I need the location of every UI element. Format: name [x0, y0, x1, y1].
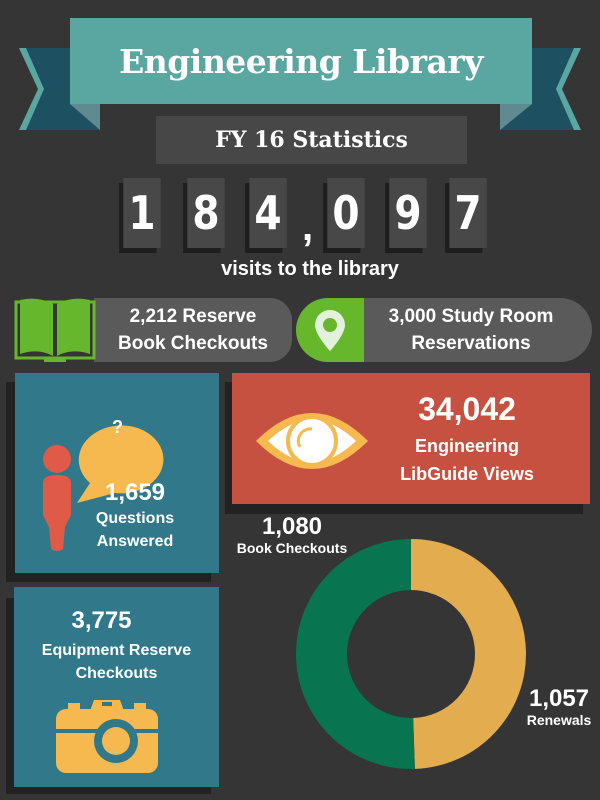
- visit-digit: 1: [123, 178, 161, 248]
- libguide-label-2: LibGuide Views: [400, 464, 534, 484]
- map-pin-icon: [296, 298, 364, 362]
- open-book-icon: [14, 298, 96, 362]
- visit-digit: 7: [449, 178, 487, 248]
- visit-digit: 4: [249, 178, 287, 248]
- donut-chart: [295, 539, 526, 769]
- person-question-icon: [43, 425, 164, 551]
- libguide-value: 34,042: [418, 391, 516, 427]
- page-subtitle: FY 16 Statistics: [156, 116, 467, 164]
- visit-separator: ,: [302, 205, 314, 249]
- reserve-line1: 2,212 Reserve: [129, 306, 257, 327]
- renewals-value: 1,057: [528, 685, 590, 712]
- page-title: Engineering Library: [70, 18, 532, 104]
- donut-slice-renewals: [411, 539, 526, 769]
- equipment-value: 3,775: [71, 607, 132, 634]
- study-room-stat: 3,000 Study Room Reservations: [350, 298, 592, 362]
- study-line2: Reservations: [411, 333, 531, 354]
- questions-card: ? 1,659 Questions Answered: [15, 373, 219, 573]
- book-checkouts-value: 1,080: [261, 513, 323, 540]
- visit-digit: 0: [327, 178, 365, 248]
- donut-slice-book-checkouts: [295, 539, 415, 769]
- reserve-book-stat: 2,212 Reserve Book Checkouts: [94, 298, 292, 362]
- questions-label-2: Answered: [96, 533, 174, 550]
- study-line1: 3,000 Study Room: [388, 306, 554, 327]
- question-mark: ?: [112, 417, 123, 437]
- questions-value: 1,659: [104, 479, 166, 506]
- equipment-card: 3,775 Equipment Reserve Checkouts: [14, 587, 219, 787]
- camera-icon: [56, 700, 158, 773]
- libguide-card: 34,042 Engineering LibGuide Views: [232, 373, 590, 504]
- equipment-label-2: Checkouts: [75, 665, 158, 682]
- eye-icon: [256, 413, 368, 469]
- visit-digit: 9: [389, 178, 427, 248]
- visit-digit: 8: [187, 178, 225, 248]
- reserve-line2: Book Checkouts: [118, 333, 268, 354]
- renewals-label: Renewals: [526, 712, 592, 728]
- questions-label-1: Questions: [95, 510, 175, 527]
- book-checkouts-label: Book Checkouts: [236, 540, 348, 556]
- libguide-label-1: Engineering: [414, 436, 519, 456]
- visits-label: visits to the library: [221, 258, 399, 280]
- equipment-label-1: Equipment Reserve: [41, 642, 192, 659]
